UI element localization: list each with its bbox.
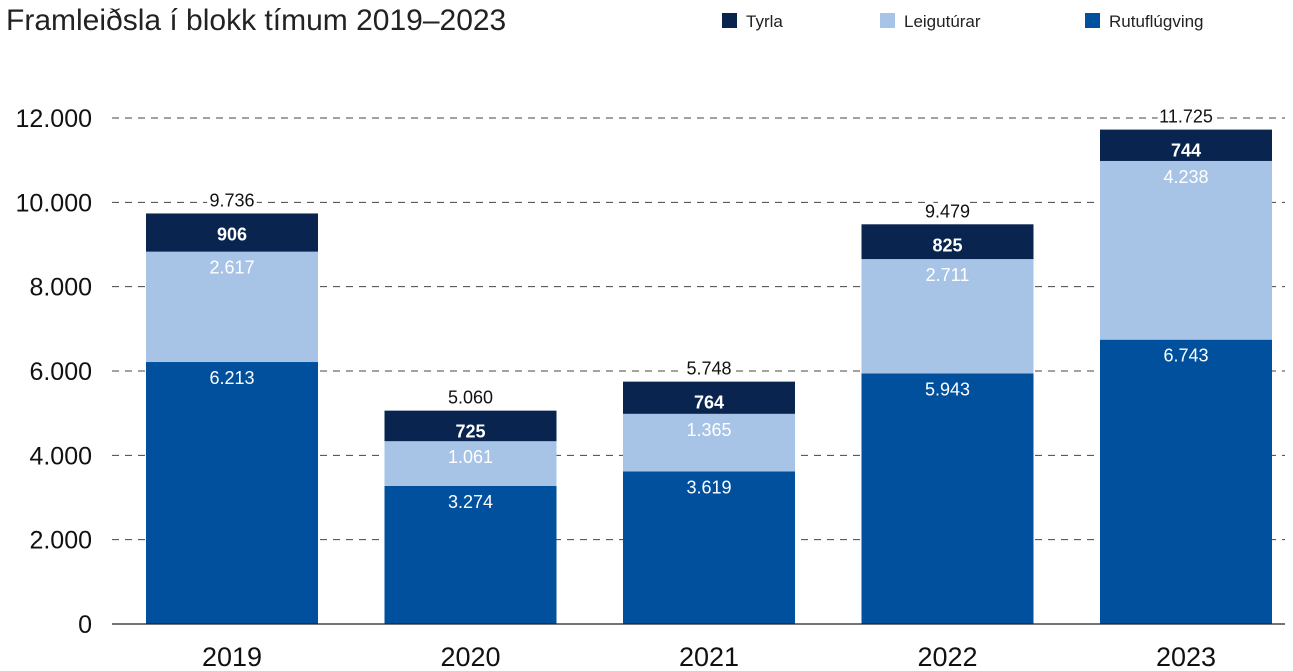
total-label-2022: 9.479 bbox=[925, 201, 970, 221]
y-tick-label: 6.000 bbox=[29, 358, 92, 386]
bars: 6.213 2.617 906 9.736 3.274 1.061 725 5.060 3.61… bbox=[146, 104, 1272, 624]
data-label-rutufl-gving-2022: 5.943 bbox=[925, 379, 970, 399]
legend-swatch-leigut-rar bbox=[880, 13, 895, 28]
total-label-2020: 5.060 bbox=[448, 388, 493, 408]
bar-segment-rutufl-gving-2023 bbox=[1100, 339, 1272, 624]
x-tick-label: 2022 bbox=[917, 642, 977, 671]
bar-segment-rutufl-gving-2019 bbox=[146, 362, 318, 624]
bar-segment-leigut-rar-2021 bbox=[623, 413, 795, 472]
x-axis: 2019 2020 2021 2022 2023 bbox=[112, 623, 1285, 671]
y-tick-label: 4.000 bbox=[29, 442, 92, 470]
data-label-tyrla-2023: 744 bbox=[1171, 141, 1201, 161]
bar-segment-tyrla-2020 bbox=[384, 410, 557, 442]
legend-swatch-tyrla bbox=[722, 13, 737, 28]
legend: Tyrla Leigutúrar Rutuflúgving bbox=[722, 12, 1204, 31]
data-label-leigut-rar-2019: 2.617 bbox=[209, 258, 254, 278]
bar-segment-rutufl-gving-2020 bbox=[384, 485, 557, 624]
bar-segment-tyrla-2021 bbox=[623, 381, 795, 414]
data-label-tyrla-2019: 906 bbox=[217, 224, 247, 244]
data-label-leigut-rar-2021: 1.365 bbox=[686, 420, 731, 440]
bar-segment-tyrla-2019 bbox=[146, 213, 318, 252]
bar-segment-leigut-rar-2019 bbox=[146, 251, 318, 363]
legend-label-leigut-rar: Leigutúrar bbox=[904, 12, 981, 31]
bar-segment-leigut-rar-2022 bbox=[861, 259, 1034, 374]
data-label-rutufl-gving-2023: 6.743 bbox=[1163, 346, 1208, 366]
data-label-tyrla-2021: 764 bbox=[694, 393, 724, 413]
legend-swatch-rutufl-gving bbox=[1085, 13, 1100, 28]
y-tick-label: 2.000 bbox=[29, 527, 92, 555]
chart-title: Framleiðsla í blokk tímum 2019–2023 bbox=[6, 4, 506, 37]
total-label-2023: 11.725 bbox=[1159, 107, 1213, 127]
y-tick-label: 12.000 bbox=[16, 105, 92, 133]
y-tick-label: 0 bbox=[78, 611, 92, 639]
data-label-leigut-rar-2023: 4.238 bbox=[1163, 167, 1208, 187]
data-label-rutufl-gving-2019: 6.213 bbox=[209, 368, 254, 388]
total-label-2021: 5.748 bbox=[686, 359, 731, 379]
y-axis: 0 2.000 4.000 6.000 8.000 10.000 12.000 bbox=[16, 105, 92, 639]
x-tick-label: 2021 bbox=[679, 642, 739, 671]
data-label-rutufl-gving-2020: 3.274 bbox=[448, 492, 493, 512]
bar-segment-tyrla-2023 bbox=[1100, 129, 1272, 161]
bar-segment-rutufl-gving-2021 bbox=[623, 471, 795, 624]
data-label-leigut-rar-2022: 2.711 bbox=[926, 265, 970, 285]
bar-segment-rutufl-gving-2022 bbox=[861, 373, 1034, 624]
x-tick-label: 2020 bbox=[440, 642, 500, 671]
bar-segment-leigut-rar-2020 bbox=[384, 441, 557, 486]
data-label-tyrla-2020: 725 bbox=[455, 422, 485, 442]
legend-label-rutufl-gving: Rutuflúgving bbox=[1109, 12, 1204, 31]
total-label-2019: 9.736 bbox=[209, 190, 254, 210]
bar-segment-tyrla-2022 bbox=[861, 224, 1034, 260]
x-tick-label: 2019 bbox=[202, 642, 262, 671]
x-tick-label: 2023 bbox=[1156, 642, 1216, 671]
data-label-leigut-rar-2020: 1.061 bbox=[448, 447, 493, 467]
y-tick-label: 8.000 bbox=[29, 274, 92, 302]
bar-segment-leigut-rar-2023 bbox=[1100, 160, 1272, 340]
data-label-tyrla-2022: 825 bbox=[932, 235, 962, 255]
data-label-rutufl-gving-2021: 3.619 bbox=[686, 477, 731, 497]
y-tick-label: 10.000 bbox=[16, 189, 92, 217]
legend-label-tyrla: Tyrla bbox=[746, 12, 783, 31]
